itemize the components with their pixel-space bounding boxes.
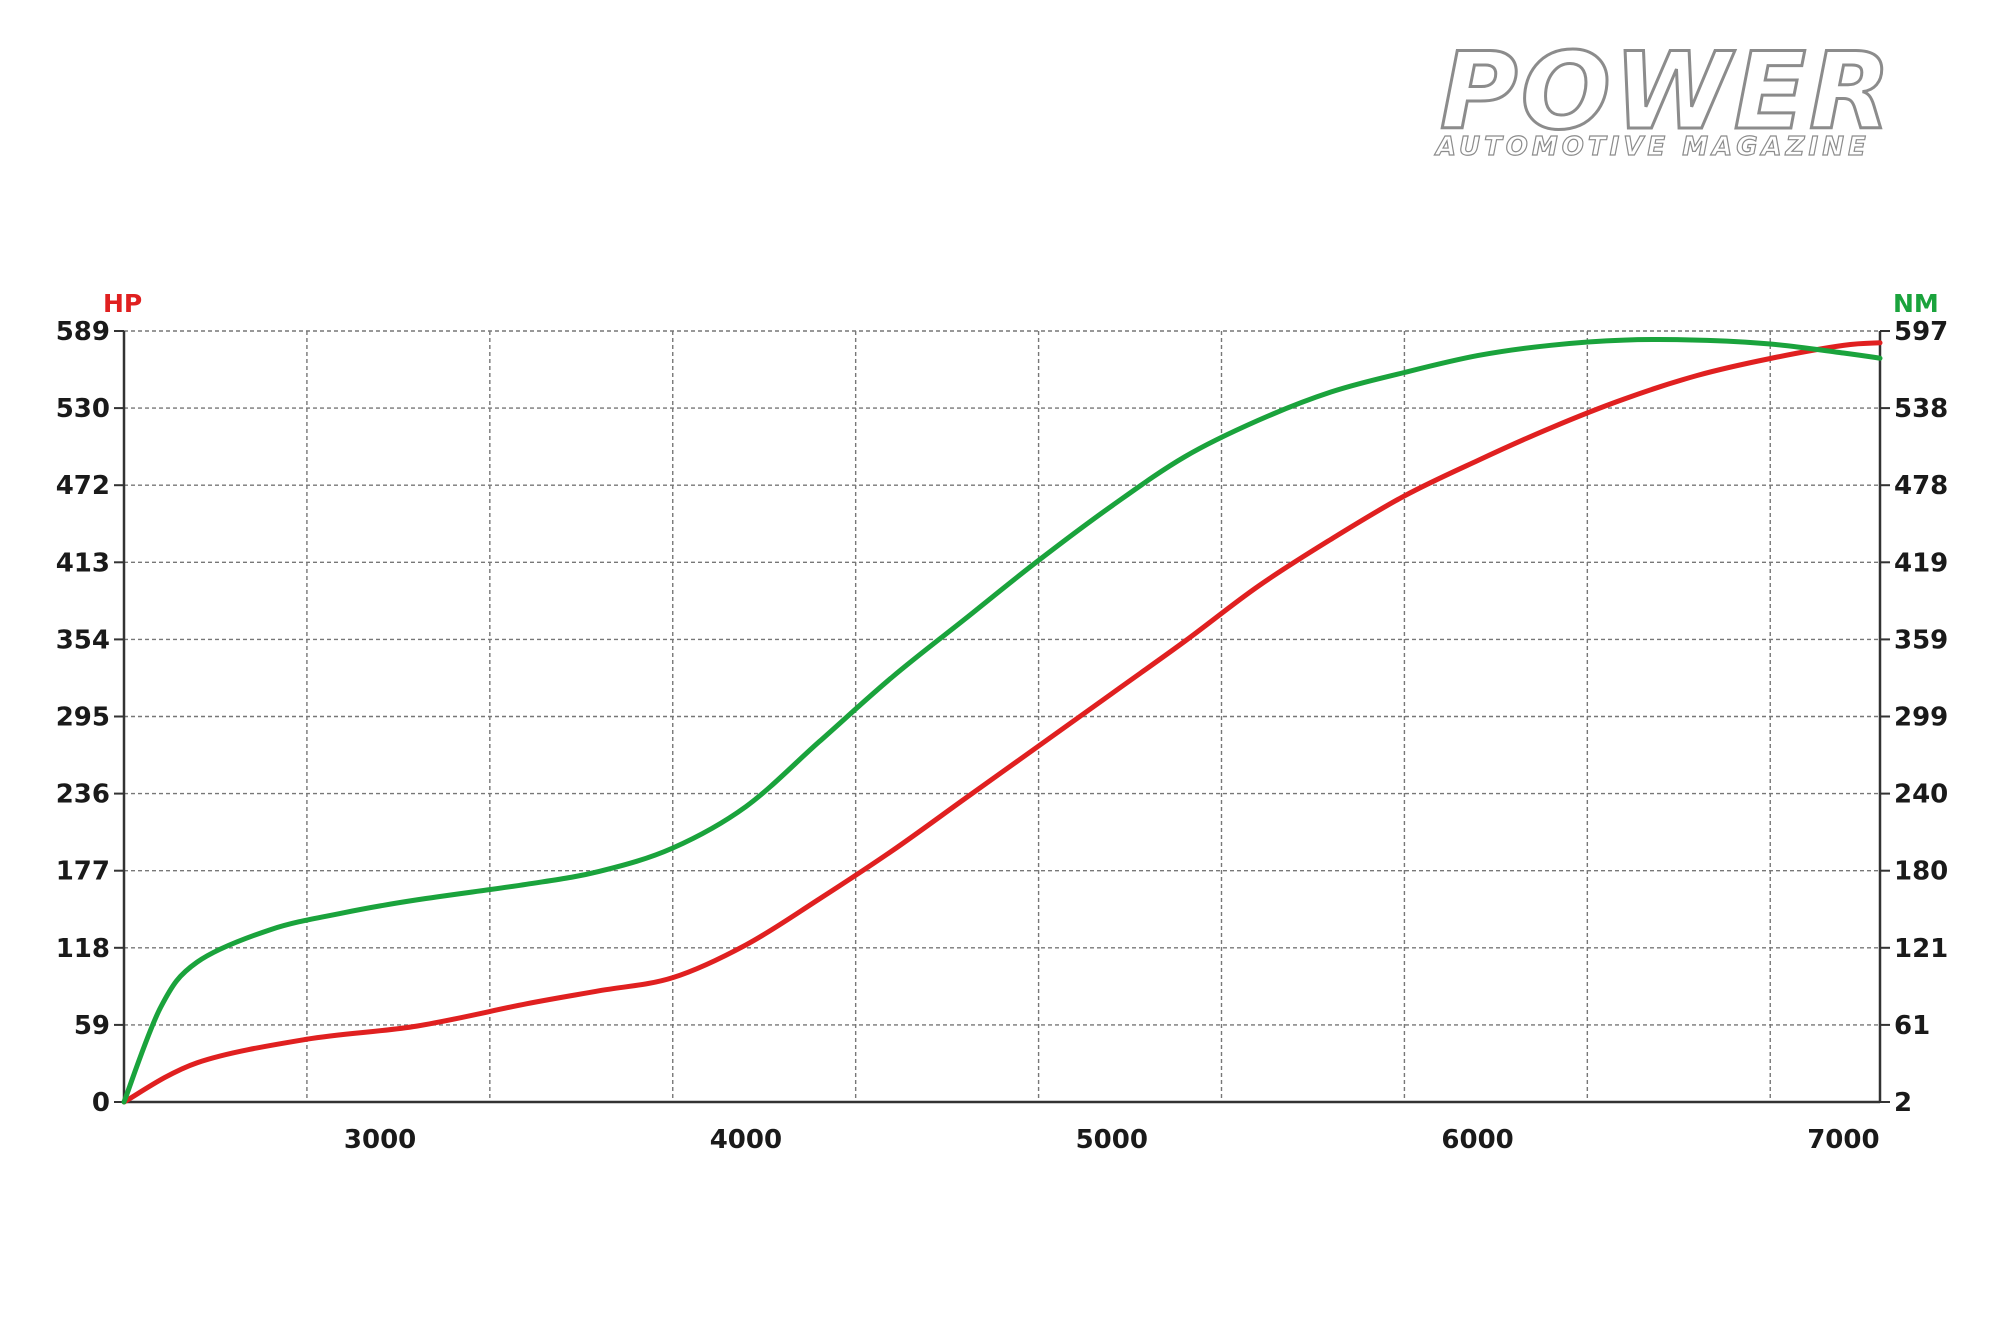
y-left-tick-label: 413 [56,548,110,578]
y-right-tick-label: 2 [1894,1088,1912,1118]
x-tick-label: 4000 [710,1125,782,1155]
x-tick-label: 6000 [1441,1125,1513,1155]
x-tick-label: 3000 [344,1125,416,1155]
x-tick-label: 7000 [1807,1125,1879,1155]
nm-curve [121,336,1883,1105]
y-left-axis-label: HP [103,289,142,318]
y-right-axis-label: NM [1893,289,1939,318]
y-right-tick-label: 359 [1894,625,1948,655]
y-right-tick-label: 597 [1894,317,1948,347]
y-right-tick-label: 61 [1894,1011,1930,1041]
y-left-tick-label: 177 [56,857,110,887]
y-right-tick-label: 299 [1894,703,1948,733]
x-tick-label: 5000 [1076,1125,1148,1155]
hp-curve [121,340,1883,1105]
y-left-tick-label: 236 [56,780,110,810]
logo-subtitle: AUTOMOTIVE MAGAZINE [1434,132,1870,162]
tick-labels: 0 2 59 61 118 121 177 180 236 240 295 299 354 359 413 4… [56,317,1949,1155]
y-right-tick-label: 240 [1894,780,1948,810]
y-right-tick-label: 419 [1894,548,1948,578]
y-left-tick-label: 354 [56,625,110,655]
logo-title: POWER [1440,30,1894,153]
y-left-tick-label: 59 [74,1011,110,1041]
y-right-tick-label: 121 [1894,934,1948,964]
y-left-tick-label: 118 [56,934,110,964]
y-right-tick-label: 538 [1894,394,1948,424]
axes [114,330,1890,1104]
series [121,336,1883,1105]
y-left-tick-label: 472 [56,471,110,501]
y-right-tick-label: 478 [1894,471,1948,501]
y-right-tick-label: 180 [1894,857,1948,887]
y-left-tick-label: 295 [56,703,110,733]
y-left-tick-label: 589 [56,317,110,347]
y-left-tick-label: 530 [56,394,110,424]
grid [124,330,1880,1102]
power-logo: POWER AUTOMOTIVE MAGAZINE [1433,29,1894,163]
y-left-tick-label: 0 [92,1088,110,1118]
